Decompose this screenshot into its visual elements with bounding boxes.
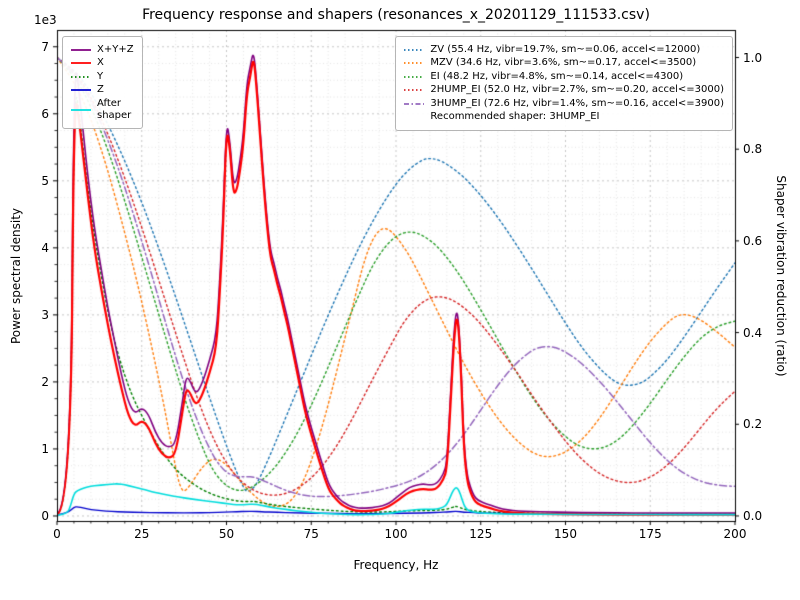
legend-line-sample: [71, 75, 91, 78]
y-left-tick-label: 6: [41, 106, 49, 121]
x-tick-label: 200: [723, 527, 747, 541]
y-right-tick-label: 0.0: [743, 508, 763, 523]
legend-line-sample: [404, 102, 425, 105]
legend-item: ZV (55.4 Hz, vibr=19.7%, sm~=0.06, accel…: [404, 44, 724, 56]
y-left-tick-label: 0: [41, 508, 49, 523]
legend-item: After shaper: [71, 98, 134, 122]
legend-item: X: [71, 57, 134, 69]
legend-item: MZV (34.6 Hz, vibr=3.6%, sm~=0.17, accel…: [404, 57, 724, 69]
y-left-tick-label: 3: [41, 307, 49, 322]
y-left-tick-label: 5: [41, 173, 49, 188]
y-right-tick-label: 0.4: [743, 325, 763, 340]
legend-item: EI (48.2 Hz, vibr=4.8%, sm~=0.14, accel<…: [404, 71, 724, 83]
legend-line-sample: [404, 48, 425, 51]
legend-line-sample: [71, 62, 91, 64]
x-tick-label: 50: [218, 527, 235, 541]
y-right-tick-label: 1.0: [743, 50, 763, 65]
legend-item-label: 3HUMP_EI (72.6 Hz, vibr=1.4%, sm~=0.16, …: [430, 97, 724, 109]
legend-shapers: ZV (55.4 Hz, vibr=19.7%, sm~=0.06, accel…: [395, 36, 733, 131]
legend-line-sample: [71, 89, 91, 91]
y-left-offset-text: 1e3: [34, 13, 57, 27]
legend-line-sample: [71, 108, 91, 111]
legend-item-label: EI (48.2 Hz, vibr=4.8%, sm~=0.14, accel<…: [430, 70, 684, 82]
legend-item-label: MZV (34.6 Hz, vibr=3.6%, sm~=0.17, accel…: [430, 57, 697, 68]
recommended-shaper-note: Recommended shaper: 3HUMP_EI: [404, 111, 724, 123]
x-tick-label: 125: [469, 527, 493, 541]
x-axis-label: Frequency, Hz: [353, 558, 439, 572]
legend-item-label: X+Y+Z: [97, 43, 134, 55]
y-right-axis-label: Shaper vibration reduction (ratio): [774, 175, 788, 377]
y-left-axis-label: Power spectral density: [9, 207, 23, 345]
chart-title: Frequency response and shapers (resonanc…: [142, 7, 650, 23]
legend-item-label: Z: [97, 84, 104, 95]
y-right-tick-label: 0.8: [743, 142, 763, 157]
x-tick-label: 175: [638, 527, 662, 541]
legend-line-sample: [404, 89, 425, 91]
legend-item: 2HUMP_EI (52.0 Hz, vibr=2.7%, sm~=0.20, …: [404, 84, 724, 96]
x-tick-label: 150: [554, 527, 577, 541]
legend-line-sample: [71, 48, 91, 51]
x-tick-label: 0: [53, 527, 61, 541]
x-tick-label: 25: [134, 527, 150, 541]
legend-line-sample: [404, 75, 425, 78]
y-right-tick-label: 0.6: [743, 233, 763, 248]
x-tick-label: 75: [303, 527, 319, 541]
legend-psd: X+Y+Z X Y Z After shaper: [62, 36, 143, 129]
y-left-tick-label: 7: [41, 39, 49, 54]
recommended-shaper-text: Recommended shaper: 3HUMP_EI: [430, 111, 600, 122]
y-left-tick-label: 1: [41, 441, 49, 456]
legend-item-label: Y: [97, 70, 104, 82]
legend-line-sample: [404, 62, 425, 64]
y-left-tick-label: 4: [41, 240, 49, 255]
legend-item: 3HUMP_EI (72.6 Hz, vibr=1.4%, sm~=0.16, …: [404, 98, 724, 110]
y-left-tick-label: 2: [41, 374, 49, 389]
legend-item-label: 2HUMP_EI (52.0 Hz, vibr=2.7%, sm~=0.20, …: [430, 84, 724, 95]
y-right-tick-label: 0.2: [743, 417, 763, 432]
legend-item: Z: [71, 84, 134, 96]
legend-item-label: ZV (55.4 Hz, vibr=19.7%, sm~=0.06, accel…: [430, 43, 701, 55]
legend-item: X+Y+Z: [71, 44, 134, 56]
legend-item: Y: [71, 71, 134, 83]
legend-item-label: X: [97, 57, 104, 68]
x-tick-label: 100: [384, 527, 408, 541]
legend-item-label: After shaper: [97, 97, 132, 121]
